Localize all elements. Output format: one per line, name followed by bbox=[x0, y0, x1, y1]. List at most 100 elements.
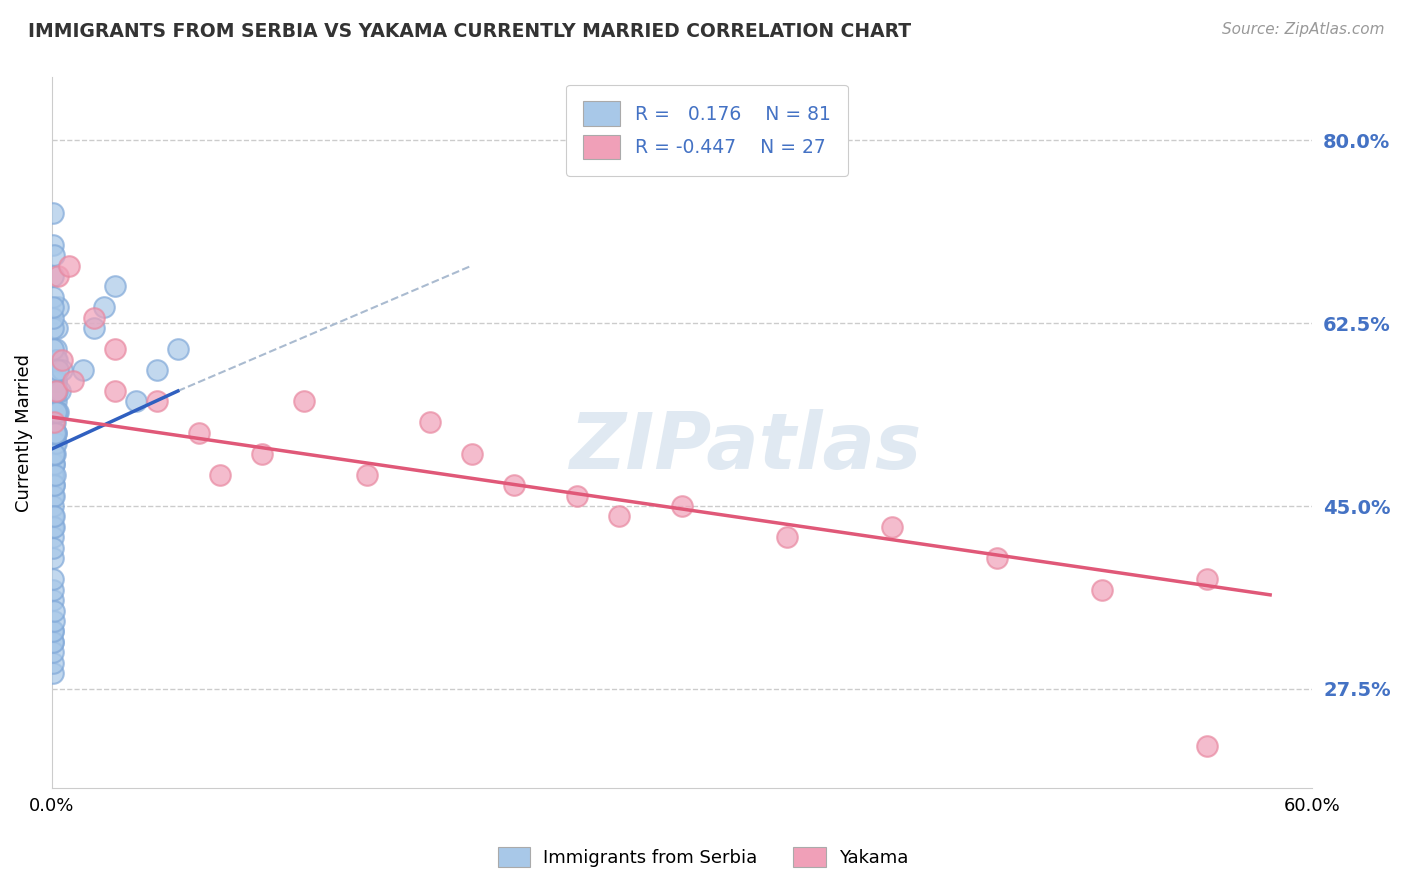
Point bbox=[42, 614, 65, 628]
Point bbox=[44, 478, 66, 492]
Point bbox=[42, 572, 65, 586]
Point bbox=[44, 405, 66, 419]
Point bbox=[42, 342, 65, 356]
Point bbox=[42, 509, 65, 524]
Point bbox=[250, 447, 273, 461]
Point bbox=[44, 447, 66, 461]
Point bbox=[44, 436, 66, 450]
Point bbox=[42, 645, 65, 659]
Point bbox=[356, 467, 378, 482]
Point bbox=[44, 467, 66, 482]
Point bbox=[1197, 739, 1219, 754]
Point bbox=[776, 530, 799, 544]
Point bbox=[42, 457, 65, 471]
Point bbox=[45, 425, 67, 440]
Point bbox=[46, 352, 69, 367]
Point bbox=[42, 301, 65, 315]
Point bbox=[42, 248, 65, 262]
Point bbox=[46, 301, 69, 315]
Point bbox=[42, 405, 65, 419]
Point bbox=[42, 635, 65, 649]
Point bbox=[72, 363, 94, 377]
Point bbox=[42, 520, 65, 534]
Point bbox=[46, 384, 69, 398]
Text: Source: ZipAtlas.com: Source: ZipAtlas.com bbox=[1222, 22, 1385, 37]
Point bbox=[45, 405, 67, 419]
Point bbox=[44, 425, 66, 440]
Point bbox=[45, 425, 67, 440]
Point bbox=[125, 394, 148, 409]
Point bbox=[146, 363, 169, 377]
Point bbox=[45, 374, 67, 388]
Point bbox=[42, 656, 65, 670]
Point bbox=[1197, 572, 1219, 586]
Point bbox=[42, 509, 65, 524]
Point bbox=[104, 384, 127, 398]
Y-axis label: Currently Married: Currently Married bbox=[15, 354, 32, 512]
Point bbox=[42, 541, 65, 555]
Point bbox=[44, 363, 66, 377]
Point bbox=[42, 416, 65, 430]
Point bbox=[45, 352, 67, 367]
Point bbox=[83, 310, 105, 325]
Point bbox=[62, 374, 84, 388]
Point bbox=[49, 384, 72, 398]
Point bbox=[42, 635, 65, 649]
Text: IMMIGRANTS FROM SERBIA VS YAKAMA CURRENTLY MARRIED CORRELATION CHART: IMMIGRANTS FROM SERBIA VS YAKAMA CURRENT… bbox=[28, 22, 911, 41]
Point bbox=[42, 416, 65, 430]
Point bbox=[46, 268, 69, 283]
Point bbox=[42, 603, 65, 617]
Point bbox=[42, 447, 65, 461]
Point bbox=[42, 499, 65, 513]
Point bbox=[45, 384, 67, 398]
Point bbox=[166, 342, 188, 356]
Point bbox=[42, 520, 65, 534]
Point bbox=[44, 394, 66, 409]
Point bbox=[671, 499, 693, 513]
Legend: R =   0.176    N = 81, R = -0.447    N = 27: R = 0.176 N = 81, R = -0.447 N = 27 bbox=[567, 85, 848, 176]
Point bbox=[44, 436, 66, 450]
Point bbox=[42, 593, 65, 607]
Point bbox=[46, 363, 69, 377]
Point bbox=[42, 467, 65, 482]
Point bbox=[42, 447, 65, 461]
Point bbox=[45, 374, 67, 388]
Point bbox=[51, 352, 73, 367]
Point bbox=[42, 384, 65, 398]
Point bbox=[42, 425, 65, 440]
Point bbox=[42, 374, 65, 388]
Point bbox=[208, 467, 231, 482]
Point bbox=[502, 478, 524, 492]
Point bbox=[104, 279, 127, 293]
Point bbox=[44, 342, 66, 356]
Point bbox=[42, 624, 65, 639]
Point bbox=[292, 394, 315, 409]
Point bbox=[93, 301, 115, 315]
Legend: Immigrants from Serbia, Yakama: Immigrants from Serbia, Yakama bbox=[491, 839, 915, 874]
Point bbox=[42, 321, 65, 335]
Point bbox=[607, 509, 630, 524]
Point bbox=[42, 447, 65, 461]
Point bbox=[42, 310, 65, 325]
Point bbox=[42, 666, 65, 681]
Point bbox=[42, 551, 65, 566]
Point bbox=[46, 405, 69, 419]
Point bbox=[58, 259, 80, 273]
Point bbox=[880, 520, 903, 534]
Point bbox=[42, 489, 65, 503]
Point bbox=[44, 416, 66, 430]
Point bbox=[1091, 582, 1114, 597]
Point bbox=[42, 467, 65, 482]
Point bbox=[42, 206, 65, 220]
Point bbox=[51, 363, 73, 377]
Text: ZIPatlas: ZIPatlas bbox=[569, 409, 921, 485]
Point bbox=[44, 384, 66, 398]
Point bbox=[44, 457, 66, 471]
Point bbox=[46, 321, 69, 335]
Point bbox=[83, 321, 105, 335]
Point bbox=[565, 489, 588, 503]
Point bbox=[42, 624, 65, 639]
Point bbox=[45, 405, 67, 419]
Point bbox=[461, 447, 484, 461]
Point bbox=[42, 478, 65, 492]
